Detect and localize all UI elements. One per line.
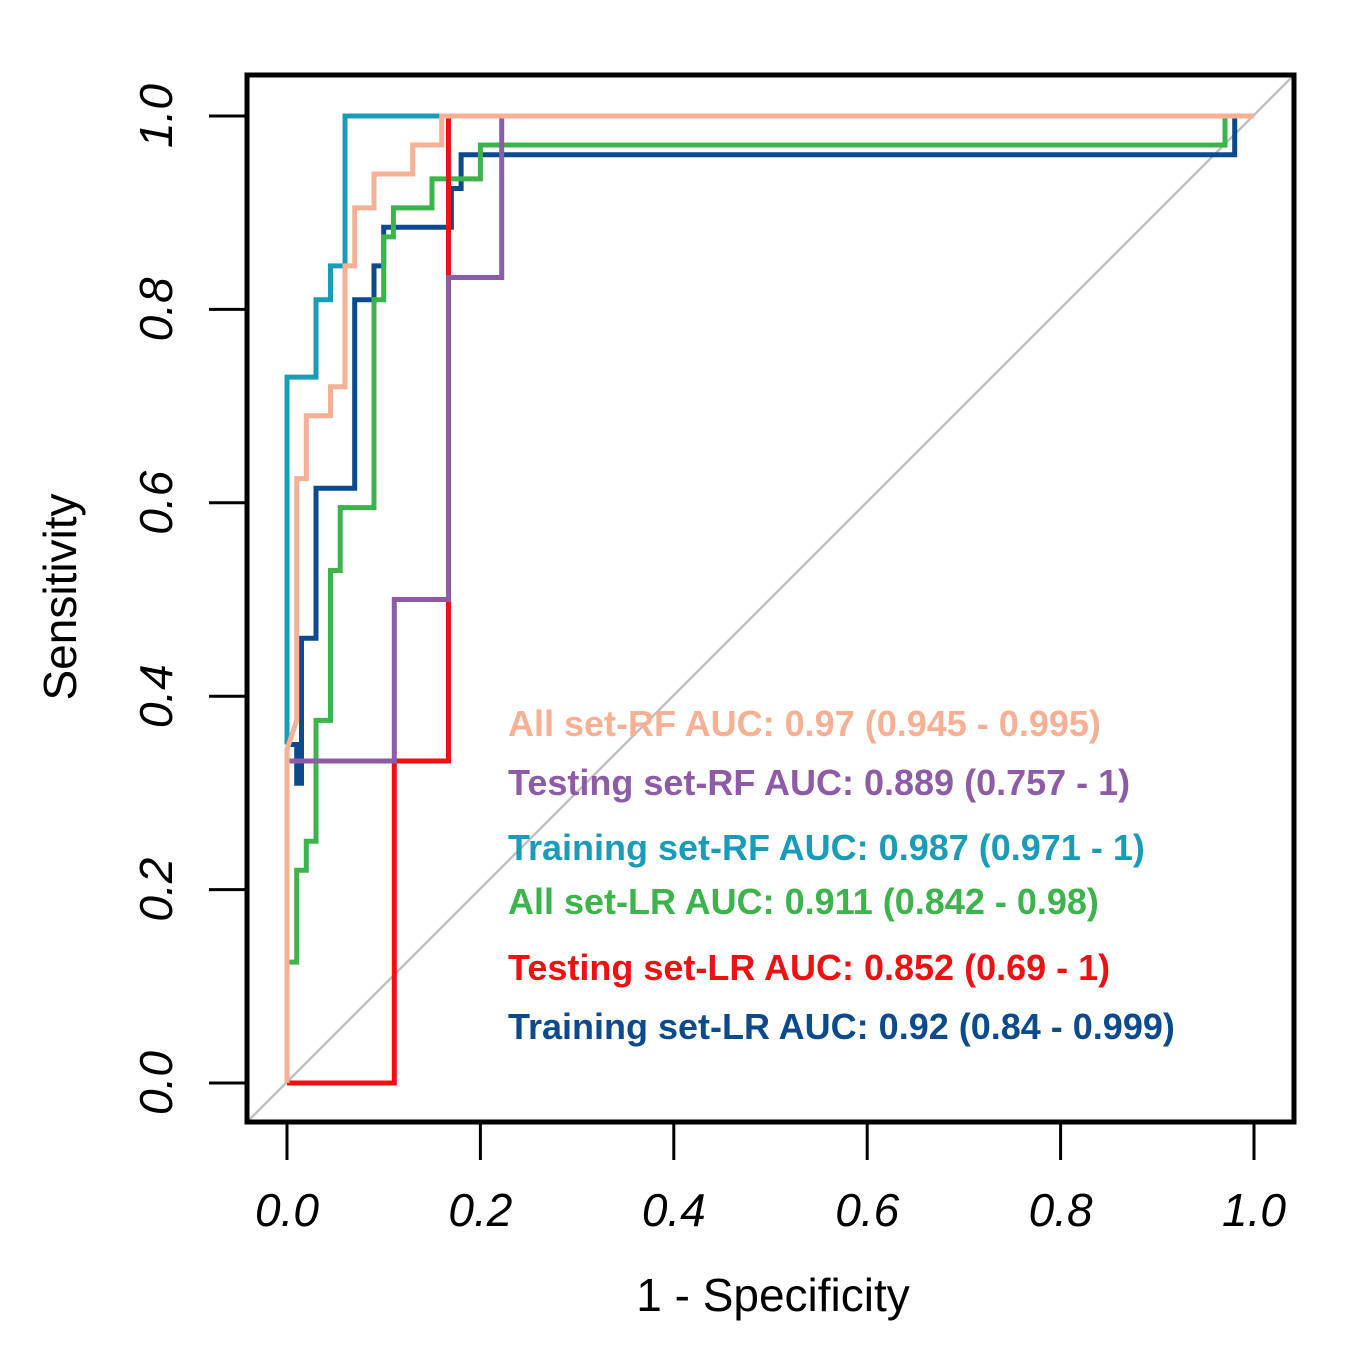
y-tick-label: 0.2 — [130, 858, 182, 922]
y-tick-label: 1.0 — [130, 84, 182, 148]
legend-entry-training-set-rf: Training set-RF AUC: 0.987 (0.971 - 1) — [508, 827, 1145, 868]
x-tick-label: 0.8 — [1029, 1184, 1093, 1236]
roc-curve-testing-set-rf — [287, 113, 1254, 764]
y-tick-label: 0.0 — [130, 1051, 182, 1115]
x-tick-label: 0.4 — [642, 1184, 706, 1236]
y-axis: 0.0 0.2 0.4 0.6 0.8 1.0 — [130, 84, 249, 1115]
roc-curve-all-set-lr — [284, 113, 1254, 1083]
y-tick-label: 0.6 — [130, 470, 182, 534]
legend-entry-all-set-rf: All set-RF AUC: 0.97 (0.945 - 0.995) — [508, 703, 1101, 744]
x-axis-title: 1 - Specificity — [636, 1269, 910, 1321]
legend: All set-RF AUC: 0.97 (0.945 - 0.995) Test… — [508, 703, 1175, 1047]
x-axis: 0.0 0.2 0.4 0.6 0.8 1.0 — [255, 1120, 1286, 1236]
roc-curve-all-set-rf — [284, 113, 1254, 1083]
roc-curve-training-set-rf — [284, 113, 1254, 745]
x-tick-label: 0.2 — [448, 1184, 512, 1236]
legend-entry-testing-set-rf: Testing set-RF AUC: 0.889 (0.757 - 1) — [508, 762, 1130, 803]
reference-diagonal — [248, 76, 1293, 1121]
x-tick-label: 0.6 — [835, 1184, 899, 1236]
roc-curves-layer — [284, 113, 1254, 1086]
legend-entry-testing-set-lr: Testing set-LR AUC: 0.852 (0.69 - 1) — [508, 947, 1110, 988]
roc-curve-training-set-lr — [287, 113, 1254, 786]
reference-diagonal-layer — [248, 76, 1293, 1121]
x-tick-label: 0.0 — [255, 1184, 319, 1236]
x-tick-label: 1.0 — [1222, 1184, 1286, 1236]
y-tick-label: 0.8 — [130, 277, 182, 341]
y-tick-label: 0.4 — [130, 664, 182, 728]
legend-entry-training-set-lr: Training set-LR AUC: 0.92 (0.84 - 0.999) — [508, 1006, 1175, 1047]
y-axis-title: Sensitivity — [34, 493, 86, 700]
legend-entry-all-set-lr: All set-LR AUC: 0.911 (0.842 - 0.98) — [508, 881, 1099, 922]
